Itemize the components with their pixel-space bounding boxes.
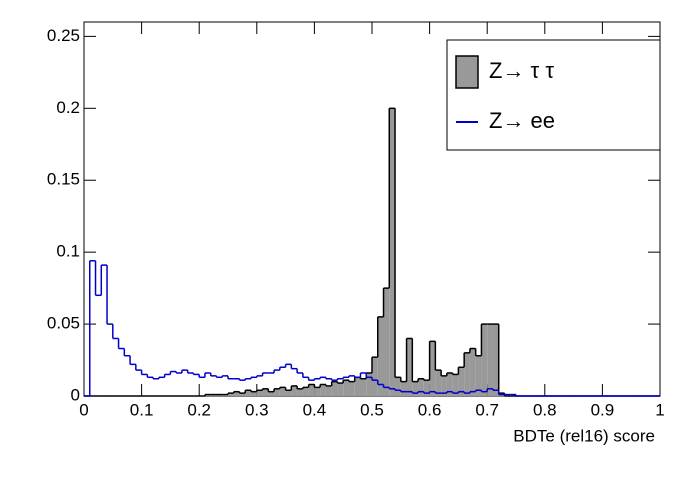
x-tick-label: 0	[79, 400, 88, 419]
histogram-bar	[331, 381, 338, 396]
legend-label: Z→ ee	[489, 108, 555, 133]
histogram-bar	[481, 324, 488, 396]
histogram-bar	[302, 387, 309, 396]
histogram-bar	[262, 388, 269, 396]
histogram-bar	[452, 374, 459, 396]
x-tick-label: 0.9	[591, 400, 615, 419]
x-tick-label: 0.1	[130, 400, 154, 419]
histogram-bar	[458, 367, 465, 396]
x-tick-label: 0.8	[533, 400, 557, 419]
histogram-bar	[337, 383, 344, 396]
histogram-bar	[239, 393, 246, 396]
histogram-bar	[245, 390, 252, 396]
histogram-bar	[423, 380, 430, 396]
y-tick-label: 0	[71, 385, 80, 404]
histogram-bar	[377, 316, 384, 396]
histogram-bar	[348, 381, 355, 396]
histogram-bar	[383, 288, 390, 396]
histogram-bar	[360, 378, 367, 396]
histogram-bar	[366, 372, 372, 396]
histogram-bar	[297, 388, 303, 396]
histogram-bar	[446, 372, 453, 396]
histogram-series	[84, 107, 660, 397]
histogram-bar	[418, 378, 424, 396]
x-tick-label: 0.3	[245, 400, 269, 419]
histogram-bar	[325, 385, 332, 396]
histogram-bar	[469, 348, 476, 396]
histogram-bar	[256, 390, 263, 396]
histogram-bar	[441, 375, 447, 396]
histogram-bar	[233, 391, 240, 396]
histogram-bar	[268, 391, 275, 396]
histogram-bar	[320, 384, 326, 396]
histogram-bar	[429, 341, 436, 396]
legend-box	[446, 39, 661, 151]
x-axis-label: BDTe (rel16) score	[513, 426, 655, 445]
histogram-bar	[354, 377, 361, 396]
histogram-bar	[406, 338, 413, 396]
histogram-bar	[395, 377, 401, 396]
histogram-bar	[251, 391, 257, 396]
x-tick-label: 0.6	[418, 400, 442, 419]
y-tick-label: 0.25	[47, 26, 80, 45]
legend-label: Z→ τ τ	[489, 58, 554, 83]
histogram-bar	[492, 324, 499, 396]
x-tick-label: 1	[655, 400, 664, 419]
histogram-bar	[314, 387, 321, 396]
histogram-bar	[400, 381, 407, 396]
x-tick-label: 0.2	[187, 400, 211, 419]
histogram-bar	[274, 388, 280, 396]
y-tick-label: 0.15	[47, 170, 80, 189]
histogram-bar	[343, 380, 349, 396]
x-tick-label: 0.4	[303, 400, 327, 419]
histogram-bar	[279, 387, 286, 396]
histogram-bar	[475, 355, 482, 396]
x-tick-label: 0.5	[360, 400, 384, 419]
histogram-bar	[389, 108, 396, 397]
histogram-bar	[291, 385, 298, 396]
histogram-bar	[228, 393, 234, 396]
histogram-bar	[412, 381, 419, 396]
legend-swatch	[455, 55, 479, 89]
x-tick-label: 0.7	[475, 400, 499, 419]
histogram-bar	[285, 390, 292, 396]
histogram-bar	[435, 370, 442, 396]
y-tick-label: 0.1	[56, 242, 80, 261]
histogram-bar	[487, 324, 493, 396]
histogram-bar	[308, 384, 315, 396]
histogram-bar	[464, 352, 470, 396]
histogram-bar	[372, 357, 378, 396]
histogram-series	[84, 260, 660, 397]
y-tick-label: 0.05	[47, 314, 80, 333]
y-tick-label: 0.2	[56, 98, 80, 117]
